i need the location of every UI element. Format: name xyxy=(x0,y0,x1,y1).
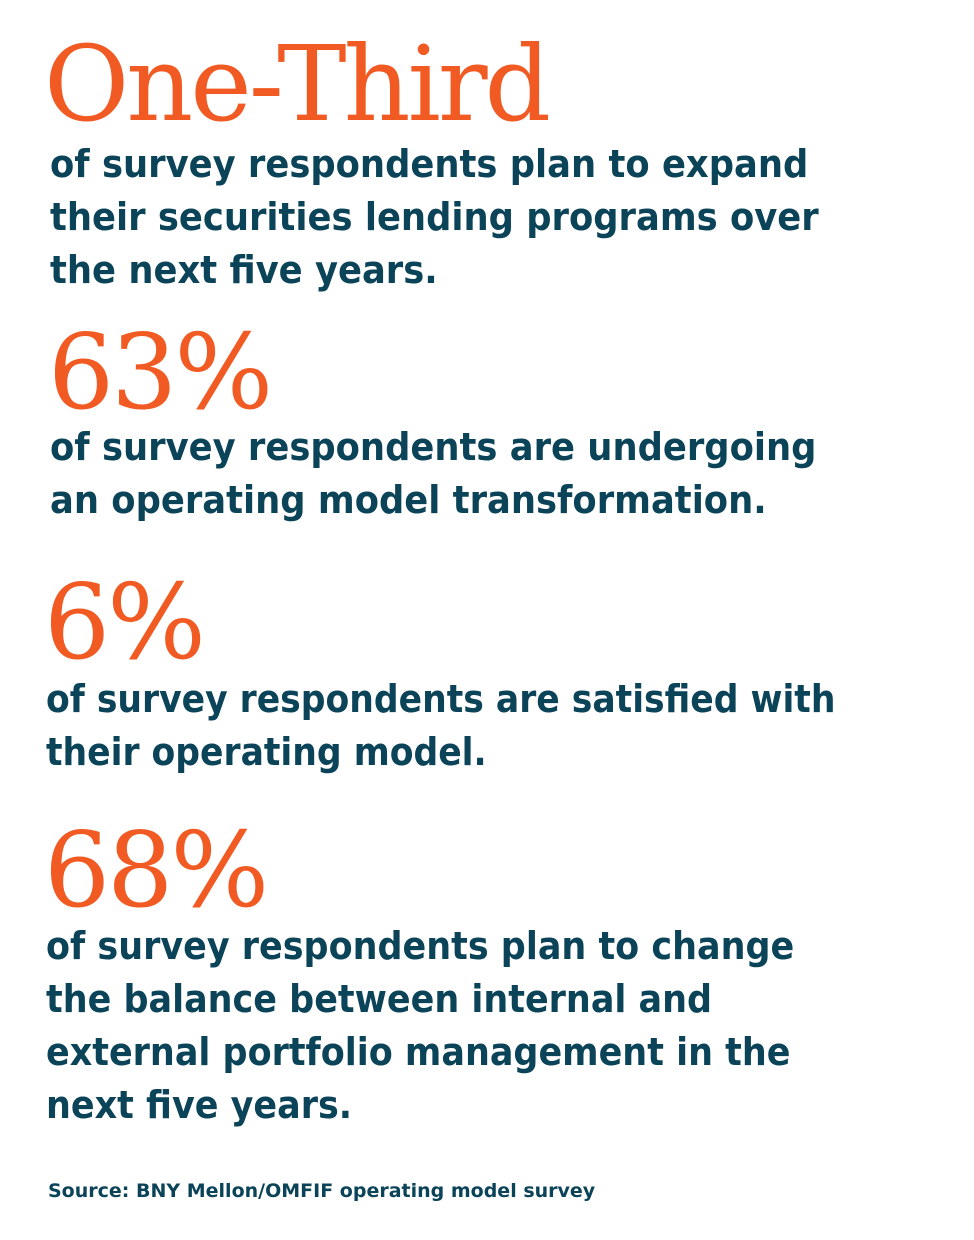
stat-description-line: the next five years. xyxy=(50,248,438,292)
stat-description-line: of survey respondents are satisfied with xyxy=(46,677,836,721)
stat-value-68-percent: 68% xyxy=(44,809,269,931)
stat-value-one-third: One-Third xyxy=(44,23,551,145)
stat-description-line: an operating model transformation. xyxy=(50,478,767,522)
stat-description-line: of survey respondents are undergoing xyxy=(50,425,817,469)
stat-description: of survey respondents plan to change the… xyxy=(46,920,794,1132)
stat-description-line: of survey respondents plan to expand xyxy=(50,142,809,186)
stat-description: of survey respondents are undergoing an … xyxy=(50,421,816,527)
stat-description: of survey respondents plan to expand the… xyxy=(50,138,819,297)
stat-description: of survey respondents are satisfied with… xyxy=(46,673,835,779)
stat-value-63-percent: 63% xyxy=(48,311,273,433)
stat-description-line: next five years. xyxy=(46,1083,353,1127)
stat-value-6-percent: 6% xyxy=(44,561,206,683)
stat-description-line: external portfolio management in the xyxy=(46,1030,791,1074)
stat-description-line: their securities lending programs over xyxy=(50,195,819,239)
stat-description-line: their operating model. xyxy=(46,730,487,774)
stat-description-line: of survey respondents plan to change xyxy=(46,924,795,968)
stat-description-line: the balance between internal and xyxy=(46,977,713,1021)
source-note: Source: BNY Mellon/OMFIF operating model… xyxy=(48,1180,596,1202)
